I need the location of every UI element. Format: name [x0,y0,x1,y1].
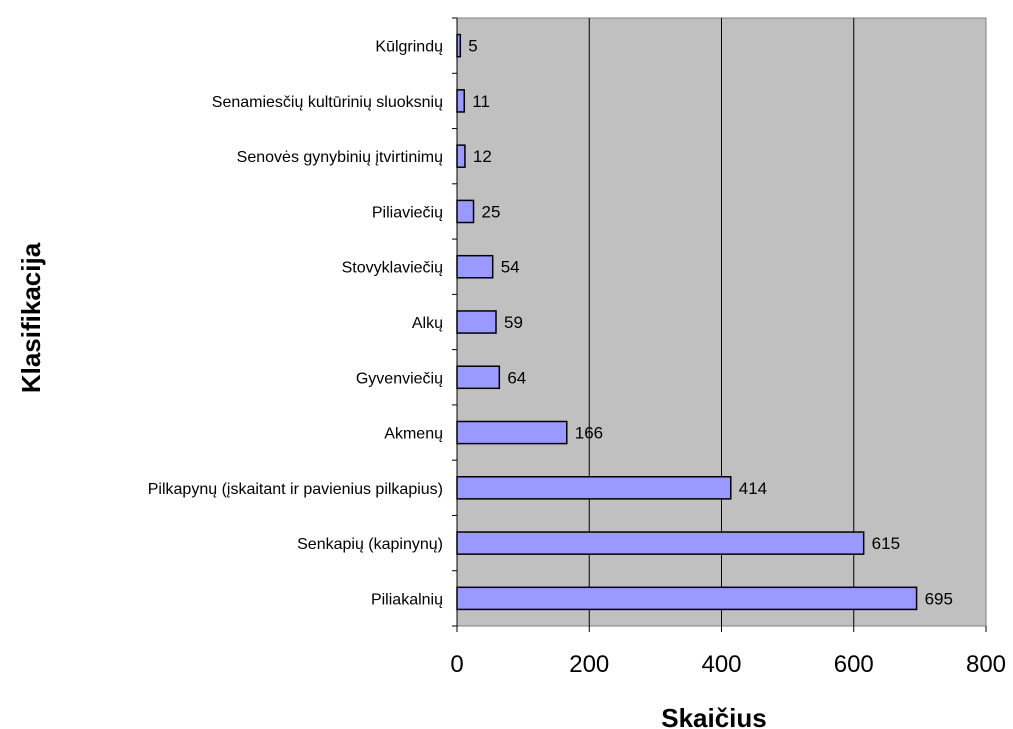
bar [456,586,918,611]
bar-value-label: 54 [501,258,520,277]
bar-value-label: 166 [575,424,603,443]
bar [456,420,568,445]
y-axis-ticks [452,17,457,627]
category-label: Pilkapynų (įskaitant ir pavienius pilkap… [148,481,443,498]
x-axis-title: Skaičius [661,703,767,729]
x-tick-label: 600 [834,651,874,678]
category-label: Senkapių (kapinynų) [297,536,443,553]
gridlines [588,18,855,626]
bar-value-label: 64 [507,368,526,387]
data-labels-group: 5 11 12 25 54 59 64 166 414 615 695 [468,37,953,609]
x-tick-label: 0 [450,651,463,678]
bar [456,144,466,168]
bar [456,310,497,334]
bar-value-label: 59 [504,313,523,332]
x-tick-labels-group: 0 200 400 600 800 [450,651,1006,678]
x-tick-label: 400 [701,651,741,678]
x-tick-label: 800 [966,651,1006,678]
bar-value-label: 414 [739,479,767,498]
category-label: Piliakalnių [371,591,443,608]
bar [456,254,494,279]
bar-value-label: 25 [482,202,501,221]
category-label: Senovės gynybinių įtvirtinimų [237,149,443,166]
bar-value-label: 11 [472,92,490,111]
x-tick-label: 200 [569,651,609,678]
bar [456,89,466,113]
bar [456,199,475,224]
bar-value-label: 615 [872,534,900,553]
category-labels-group: Kūlgrindų Senamiesčių kultūrinių sluoksni… [148,39,443,609]
category-label: Kūlgrindų [375,39,443,56]
bar-value-label: 12 [473,147,492,166]
category-label: Akmenų [384,426,443,443]
category-label: Senamiesčių kultūrinių sluoksnių [212,94,443,111]
bar-value-label: 5 [468,37,477,56]
bars-group [456,33,918,611]
category-label: Gyvenviečių [356,370,443,387]
x-axis-ticks [456,626,987,632]
category-label: Stovyklaviečių [342,260,443,277]
bar [456,531,865,555]
bar [456,476,732,500]
y-axis-title: Klasifikacija [16,242,46,393]
bar-value-label: 695 [925,589,953,608]
category-label: Piliaviečių [372,204,443,221]
category-label: Alkų [412,315,443,332]
bar [456,365,501,390]
